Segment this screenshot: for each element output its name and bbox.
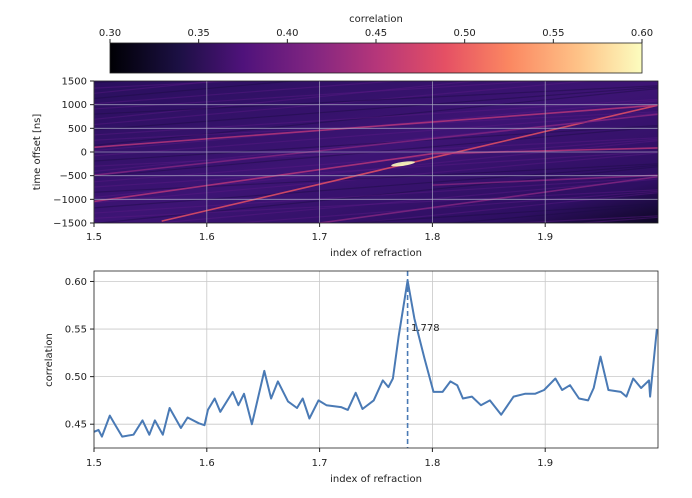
colorbar-tick-label: 0.45 — [365, 28, 387, 39]
heatmap-texture-streak — [351, 192, 658, 223]
heatmap-texture-streak — [505, 215, 658, 223]
heatmap-texture-streak — [151, 178, 658, 223]
heatmap-y-tick-label: 500 — [68, 124, 87, 135]
line-y-tick-label: 0.50 — [65, 372, 87, 383]
heatmap-streak — [319, 175, 658, 223]
line-x-tick-label: 1.8 — [424, 458, 440, 469]
colorbar-tick-label: 0.35 — [188, 28, 210, 39]
heatmap-texture-streak — [94, 176, 658, 214]
line-plot-frame — [93, 270, 659, 449]
line-x-tick-label: 1.9 — [537, 458, 553, 469]
heatmap-x-tick-label: 1.7 — [312, 232, 328, 243]
line-x-tick-label: 1.7 — [312, 458, 328, 469]
heatmap-texture-streak — [94, 124, 658, 162]
heatmap-texture-streak — [340, 202, 658, 223]
heatmap-texture-streak — [94, 152, 658, 204]
heatmap-texture-streak — [94, 86, 658, 131]
heatmap-texture-streak — [94, 81, 548, 110]
heatmap-texture-streak — [94, 166, 658, 223]
colorbar-tick-label: 0.50 — [454, 28, 476, 39]
heatmap-y-tick-label: −500 — [60, 171, 87, 182]
heatmap-texture-streak — [94, 81, 223, 94]
heatmap-streak — [94, 152, 433, 203]
heatmap-texture-streak — [94, 85, 658, 115]
heatmap-y-tick-label: −1500 — [53, 219, 87, 230]
line-y-tick-label: 0.55 — [65, 325, 87, 336]
heatmap-x-tick-label: 1.6 — [199, 232, 215, 243]
heatmap-texture-streak — [94, 150, 658, 188]
colorbar-label: correlation — [349, 14, 403, 25]
heatmap-texture-streak — [94, 189, 658, 219]
colorbar-tick-label: 0.40 — [276, 28, 298, 39]
heatmap-texture-streak — [94, 98, 658, 136]
line-y-tick-label: 0.60 — [65, 277, 87, 288]
heatmap-streak — [94, 104, 658, 149]
line-y-tick-label: 0.45 — [65, 420, 87, 431]
colorbar-tick-label: 0.60 — [631, 28, 653, 39]
heatmap-texture-streak — [94, 81, 300, 100]
heatmap-texture-streak — [94, 81, 596, 126]
heatmap-texture-streak — [230, 190, 658, 223]
heatmap-y-tick-label: 1500 — [62, 77, 87, 88]
line-x-label: index of refraction — [330, 474, 422, 485]
heatmap-y-label: time offset [ns] — [32, 114, 43, 191]
heatmap-texture-streak — [94, 164, 658, 209]
heatmap-y-tick-label: 1000 — [62, 100, 87, 111]
heatmap-texture-streak — [447, 204, 658, 223]
colorbar-tick-label: 0.30 — [99, 28, 121, 39]
correlation-series-line — [94, 279, 658, 438]
colorbar — [109, 42, 643, 74]
heatmap-streak — [94, 113, 658, 176]
heatmap-texture-streak — [94, 81, 481, 120]
heatmap-texture-streak — [94, 81, 403, 105]
heatmap-y-tick-label: −1000 — [53, 195, 87, 206]
heatmap-x-tick-label: 1.8 — [424, 232, 440, 243]
line-x-tick-label: 1.5 — [86, 458, 102, 469]
heatmap-texture-streak — [94, 81, 247, 89]
line-x-tick-label: 1.6 — [199, 458, 215, 469]
heatmap-y-tick-label: 0 — [81, 148, 87, 159]
heatmap-x-tick-label: 1.5 — [86, 232, 102, 243]
heatmap-texture-streak — [94, 87, 658, 146]
heatmap-texture-streak — [94, 138, 658, 183]
heatmap-x-label: index of refraction — [330, 248, 422, 259]
heatmap-peak — [391, 161, 415, 167]
heatmap-texture-streak — [94, 112, 658, 157]
line-y-label: correlation — [44, 333, 55, 387]
heatmap-x-tick-label: 1.9 — [537, 232, 553, 243]
colorbar-tick-label: 0.55 — [542, 28, 564, 39]
peak-annotation: 1.778 — [411, 323, 440, 334]
